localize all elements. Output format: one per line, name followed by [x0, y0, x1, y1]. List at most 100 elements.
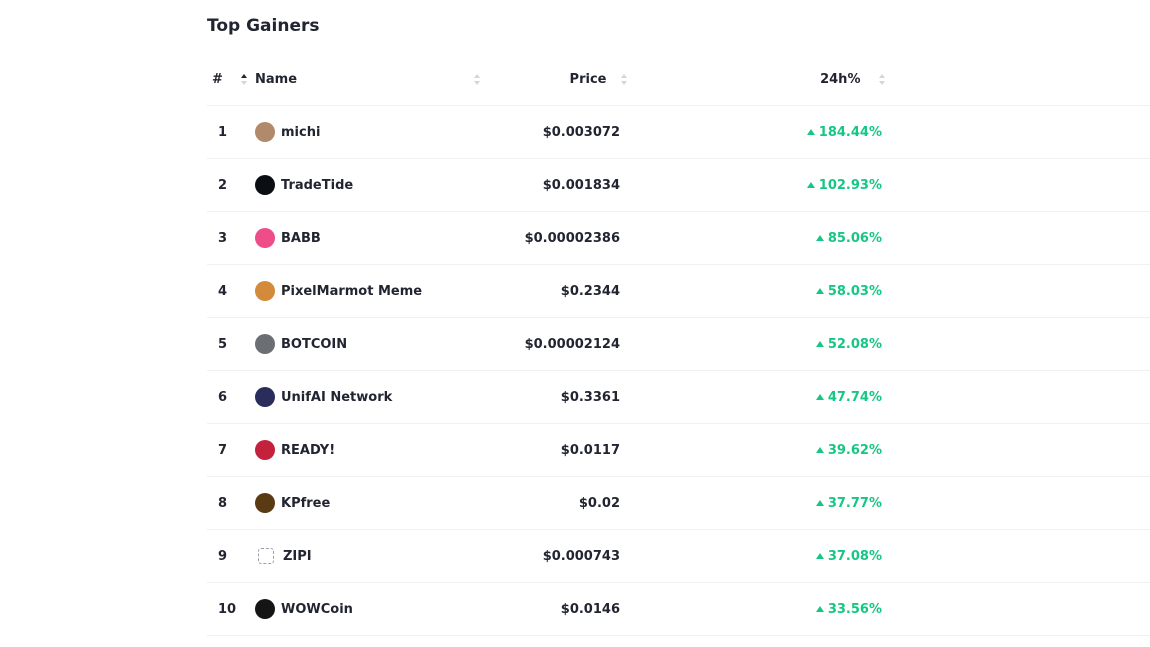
- pixelmarmot-logo-icon: [255, 281, 275, 301]
- table-row[interactable]: 4 PixelMarmot Meme $0.2344 58.03%: [207, 264, 1150, 318]
- rank-cell: 8: [207, 476, 255, 530]
- caret-up-icon: [815, 287, 824, 294]
- rank-value: 10: [218, 601, 237, 617]
- caret-up-icon: [806, 128, 815, 135]
- rank-cell: 5: [207, 317, 255, 371]
- sort-icon[interactable]: [241, 73, 248, 85]
- caret-up-icon: [815, 446, 824, 453]
- name-cell[interactable]: BOTCOIN: [255, 317, 485, 371]
- name-cell[interactable]: TradeTide: [255, 158, 485, 212]
- price-value: $0.000743: [542, 548, 620, 564]
- name-cell[interactable]: READY!: [255, 423, 485, 477]
- price-cell: $0.2344: [485, 264, 620, 318]
- change-value: 85.06%: [827, 230, 882, 246]
- sort-icon[interactable]: [879, 73, 886, 85]
- row-spacer: [882, 423, 1150, 477]
- change-cell: 33.56%: [620, 582, 882, 636]
- coin-name[interactable]: WOWCoin: [281, 601, 353, 617]
- table-row[interactable]: 1 michi $0.003072 184.44%: [207, 105, 1150, 159]
- table-row[interactable]: 7 READY! $0.0117 39.62%: [207, 423, 1150, 477]
- change-header[interactable]: 24h%: [620, 53, 885, 106]
- header-spacer: [882, 53, 1150, 106]
- price-cell: $0.3361: [485, 370, 620, 424]
- change-value: 33.56%: [827, 601, 882, 617]
- price-cell: $0.00002386: [485, 211, 620, 265]
- row-spacer: [882, 476, 1150, 530]
- table-row[interactable]: 9 ZIPI $0.000743 37.08%: [207, 529, 1150, 583]
- wowcoin-logo-icon: [255, 599, 275, 619]
- change-value: 184.44%: [818, 124, 882, 140]
- price-value: $0.00002386: [524, 230, 620, 246]
- coin-name[interactable]: READY!: [281, 442, 336, 458]
- caret-up-icon: [815, 605, 824, 612]
- table-row[interactable]: 10 WOWCoin $0.0146 33.56%: [207, 582, 1150, 636]
- row-spacer: [882, 158, 1150, 212]
- change-value: 37.08%: [827, 548, 882, 564]
- change-cell: 39.62%: [620, 423, 882, 477]
- coin-name[interactable]: TradeTide: [281, 177, 354, 193]
- row-spacer: [882, 105, 1150, 159]
- name-header[interactable]: Name: [255, 53, 485, 106]
- caret-up-icon: [815, 393, 824, 400]
- row-spacer: [882, 264, 1150, 318]
- rank-header[interactable]: #: [207, 53, 255, 106]
- rank-cell: 10: [207, 582, 255, 636]
- sort-icon[interactable]: [474, 73, 481, 85]
- caret-up-icon: [815, 234, 824, 241]
- name-cell[interactable]: PixelMarmot Meme: [255, 264, 485, 318]
- table-header-row: # Name Price 24h%: [207, 53, 1150, 106]
- gainers-table: # Name Price 24h% 1 michi $0.003072 184.4: [207, 53, 1150, 636]
- price-header[interactable]: Price: [485, 53, 627, 106]
- name-cell[interactable]: ZIPI: [255, 529, 485, 583]
- rank-value: 9: [218, 548, 228, 564]
- rank-value: 6: [218, 389, 228, 405]
- table-row[interactable]: 5 BOTCOIN $0.00002124 52.08%: [207, 317, 1150, 371]
- change-cell: 37.08%: [620, 529, 882, 583]
- rank-cell: 7: [207, 423, 255, 477]
- name-cell[interactable]: WOWCoin: [255, 582, 485, 636]
- caret-up-icon: [815, 552, 824, 559]
- coin-name[interactable]: KPfree: [281, 495, 331, 511]
- caret-up-icon: [815, 340, 824, 347]
- change-value: 58.03%: [827, 283, 882, 299]
- coin-name[interactable]: UnifAI Network: [281, 389, 393, 405]
- name-cell[interactable]: UnifAI Network: [255, 370, 485, 424]
- caret-up-icon: [806, 181, 815, 188]
- coin-name[interactable]: ZIPI: [283, 548, 312, 564]
- rank-header-label: #: [212, 71, 223, 87]
- name-cell[interactable]: KPfree: [255, 476, 485, 530]
- ready-logo-icon: [255, 440, 275, 460]
- price-cell: $0.001834: [485, 158, 620, 212]
- change-value: 52.08%: [827, 336, 882, 352]
- rank-cell: 4: [207, 264, 255, 318]
- change-value: 47.74%: [827, 389, 882, 405]
- change-cell: 85.06%: [620, 211, 882, 265]
- rank-value: 4: [218, 283, 228, 299]
- table-row[interactable]: 6 UnifAI Network $0.3361 47.74%: [207, 370, 1150, 424]
- row-spacer: [882, 370, 1150, 424]
- name-cell[interactable]: BABB: [255, 211, 485, 265]
- change-header-label: 24h%: [820, 71, 861, 87]
- sort-icon[interactable]: [621, 73, 628, 85]
- price-cell: $0.02: [485, 476, 620, 530]
- price-value: $0.00002124: [524, 336, 620, 352]
- change-cell: 52.08%: [620, 317, 882, 371]
- botcoin-logo-icon: [255, 334, 275, 354]
- price-value: $0.2344: [560, 283, 620, 299]
- rank-cell: 6: [207, 370, 255, 424]
- table-row[interactable]: 2 TradeTide $0.001834 102.93%: [207, 158, 1150, 212]
- row-spacer: [882, 529, 1150, 583]
- table-row[interactable]: 8 KPfree $0.02 37.77%: [207, 476, 1150, 530]
- change-value: 37.77%: [827, 495, 882, 511]
- name-cell[interactable]: michi: [255, 105, 485, 159]
- coin-name[interactable]: BOTCOIN: [281, 336, 348, 352]
- coin-name[interactable]: PixelMarmot Meme: [281, 283, 423, 299]
- price-cell: $0.0117: [485, 423, 620, 477]
- table-row[interactable]: 3 BABB $0.00002386 85.06%: [207, 211, 1150, 265]
- caret-up-icon: [815, 499, 824, 506]
- coin-name[interactable]: michi: [281, 124, 321, 140]
- coin-name[interactable]: BABB: [281, 230, 321, 246]
- price-cell: $0.00002124: [485, 317, 620, 371]
- price-value: $0.3361: [560, 389, 620, 405]
- rank-value: 8: [218, 495, 228, 511]
